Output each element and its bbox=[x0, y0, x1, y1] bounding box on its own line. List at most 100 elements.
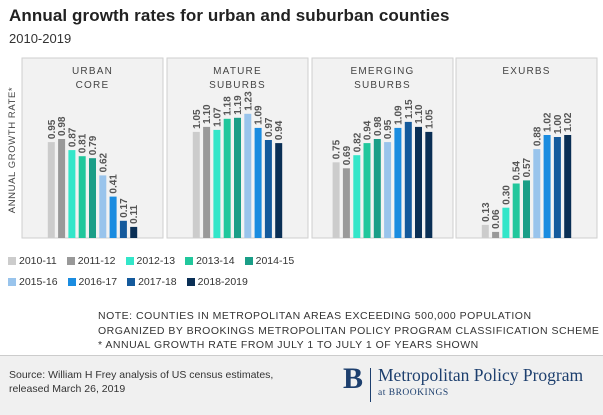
data-label: 0.95 bbox=[383, 119, 394, 139]
legend-item: 2017-18 bbox=[127, 276, 177, 288]
legend-item: 2014-15 bbox=[244, 255, 294, 267]
data-label: 0.88 bbox=[532, 126, 543, 146]
bar bbox=[275, 143, 283, 238]
legend-swatch bbox=[185, 257, 194, 265]
data-label: 0.41 bbox=[109, 174, 120, 194]
legend-swatch bbox=[67, 278, 76, 286]
data-label: 0.11 bbox=[129, 205, 140, 224]
panel-label: MATURE bbox=[213, 66, 262, 77]
legend-label: 2015-16 bbox=[19, 276, 58, 288]
data-label: 0.30 bbox=[501, 185, 512, 205]
data-label: 1.19 bbox=[233, 95, 244, 115]
bar bbox=[203, 126, 211, 238]
legend-item: 2018-2019 bbox=[186, 276, 248, 288]
bar bbox=[481, 224, 489, 238]
data-label: 0.54 bbox=[512, 161, 523, 181]
bar bbox=[492, 231, 500, 238]
data-label: 0.94 bbox=[363, 120, 374, 140]
data-label: 1.15 bbox=[404, 99, 415, 119]
legend-swatch bbox=[8, 257, 16, 265]
data-label: 1.02 bbox=[563, 112, 574, 132]
legend-item: 2010-11 bbox=[8, 255, 57, 267]
data-label: 0.57 bbox=[522, 157, 533, 177]
legend-swatch bbox=[186, 278, 195, 286]
note-line: NOTE: COUNTIES IN METROPOLITAN AREAS EXC… bbox=[98, 310, 532, 322]
legend-swatch bbox=[66, 257, 75, 265]
bar bbox=[394, 127, 402, 238]
data-label: 1.18 bbox=[223, 96, 234, 116]
bar bbox=[223, 118, 231, 238]
bar bbox=[130, 226, 138, 238]
legend-item: 2016-17 bbox=[67, 276, 117, 288]
panel-label: SUBURBS bbox=[354, 80, 411, 91]
data-label: 0.98 bbox=[373, 116, 384, 136]
bar bbox=[68, 150, 76, 238]
bar bbox=[502, 207, 510, 238]
legend-item: 2013-14 bbox=[185, 255, 235, 267]
bar bbox=[384, 142, 392, 238]
data-label: 0.97 bbox=[264, 117, 275, 137]
bar bbox=[192, 131, 200, 238]
data-label: 0.17 bbox=[119, 198, 130, 218]
legend-swatch bbox=[8, 278, 16, 286]
bar bbox=[523, 180, 530, 238]
bar bbox=[425, 131, 433, 238]
bar bbox=[244, 113, 252, 238]
legend-label: 2010-11 bbox=[19, 255, 57, 267]
bar bbox=[332, 162, 340, 239]
bar bbox=[415, 126, 422, 238]
legend-swatch bbox=[127, 278, 136, 286]
bar bbox=[234, 117, 241, 238]
chart-subtitle: 2010-2019 bbox=[9, 31, 72, 46]
logo-subtitle: at BROOKINGS bbox=[378, 388, 449, 398]
legend-swatch bbox=[244, 257, 253, 265]
data-label: 0.06 bbox=[491, 209, 502, 229]
legend-item: 2012-13 bbox=[125, 255, 175, 267]
data-label: 0.79 bbox=[88, 135, 99, 155]
data-label: 1.02 bbox=[543, 112, 554, 132]
data-label: 0.13 bbox=[481, 202, 492, 222]
data-label: 1.10 bbox=[202, 104, 213, 124]
note-line: * ANNUAL GROWTH RATE FROM JULY 1 TO JULY… bbox=[98, 339, 479, 351]
data-label: 0.75 bbox=[332, 139, 343, 159]
source-line: Source: William H Frey analysis of US ce… bbox=[9, 369, 274, 381]
bar bbox=[264, 140, 272, 238]
y-axis-label: ANNUAL GROWTH RATE* bbox=[7, 87, 18, 213]
bar bbox=[404, 121, 412, 238]
bar bbox=[342, 168, 350, 238]
panel-label: SUBURBS bbox=[209, 80, 266, 91]
chart-title: Annual growth rates for urban and suburb… bbox=[9, 6, 450, 25]
data-label: 0.94 bbox=[274, 120, 285, 140]
data-label: 1.00 bbox=[553, 114, 564, 134]
bar bbox=[47, 142, 55, 238]
footer: Source: William H Frey analysis of US ce… bbox=[0, 355, 603, 415]
chart-legend: 2010-11 2011-12 2012-13 2013-14 2014-15 … bbox=[8, 251, 348, 293]
legend-row: 2015-16 2016-17 2017-18 2018-2019 bbox=[8, 272, 348, 292]
bar bbox=[99, 175, 107, 238]
data-label: 1.09 bbox=[393, 105, 404, 125]
data-label: 1.07 bbox=[212, 107, 223, 127]
bar bbox=[58, 139, 66, 238]
data-label: 1.10 bbox=[414, 104, 425, 124]
source-text: Source: William H Frey analysis of US ce… bbox=[9, 368, 299, 396]
legend-label: 2018-2019 bbox=[197, 276, 248, 288]
note-line: ORGANIZED BY BROOKINGS METROPOLITAN POLI… bbox=[98, 324, 600, 337]
bar bbox=[553, 137, 561, 238]
logo-divider bbox=[370, 368, 371, 402]
bar bbox=[254, 127, 262, 238]
legend-swatch bbox=[125, 257, 134, 265]
bar bbox=[213, 129, 221, 238]
data-label: 1.09 bbox=[254, 105, 265, 125]
bar bbox=[373, 139, 381, 238]
bar bbox=[543, 135, 551, 238]
bar bbox=[564, 135, 572, 238]
panel-label: URBAN bbox=[72, 66, 113, 77]
bar bbox=[533, 149, 541, 238]
data-label: 1.05 bbox=[192, 109, 203, 129]
legend-item: 2015-16 bbox=[8, 276, 58, 288]
brookings-logo-icon: B bbox=[343, 362, 364, 395]
panel-label: EMERGING bbox=[350, 66, 414, 77]
data-label: 0.69 bbox=[342, 145, 353, 165]
data-label: 0.81 bbox=[78, 133, 89, 153]
source-line: released March 26, 2019 bbox=[9, 383, 126, 395]
